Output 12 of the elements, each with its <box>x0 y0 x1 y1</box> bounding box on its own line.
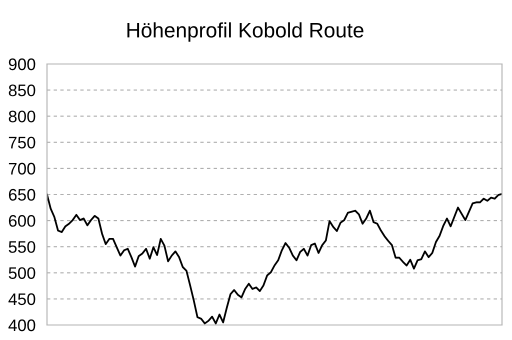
y-tick-label: 700 <box>8 162 36 175</box>
y-tick-label: 500 <box>8 267 36 280</box>
y-tick-label: 850 <box>8 84 36 96</box>
y-tick-label: 400 <box>8 319 36 332</box>
y-tick-label: 450 <box>8 293 36 306</box>
y-tick-label: 900 <box>8 58 36 70</box>
y-tick-label: 800 <box>8 110 36 122</box>
y-tick-label: 750 <box>8 136 36 149</box>
y-tick-label: 650 <box>8 188 36 201</box>
y-tick-label: 600 <box>8 215 36 227</box>
y-tick-label: 550 <box>8 241 36 253</box>
chart-title: Höhenprofil Kobold Route <box>127 22 364 42</box>
